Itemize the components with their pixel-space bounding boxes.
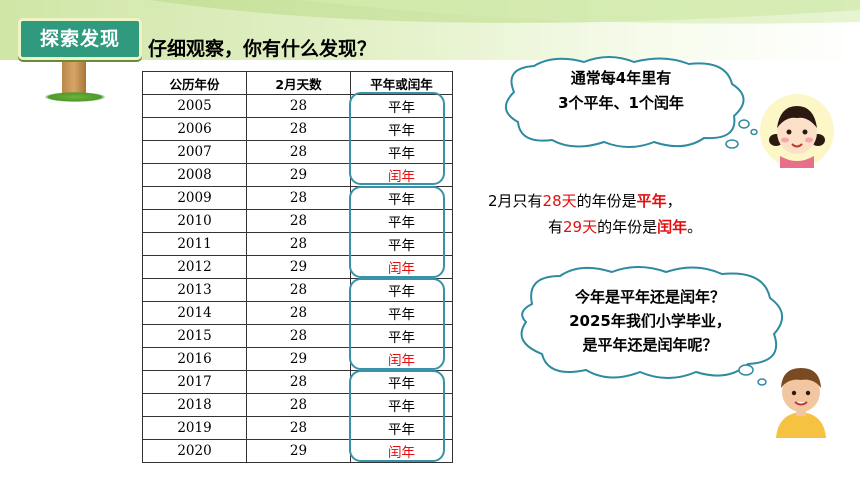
grass-decoration — [44, 92, 106, 102]
leaf-decoration — [150, 0, 860, 24]
year-cell: 2017 — [142, 370, 247, 394]
year-cell: 2010 — [142, 209, 247, 233]
year-cell: 2011 — [142, 232, 247, 256]
bubble-bottom-line3: 是平年还是闰年呢？ — [582, 336, 718, 354]
four-year-group-ring — [349, 92, 445, 185]
bubble-bottom-text: 今年是平年还是闰年？ 2025年我们小学毕业， 是平年还是闰年呢？ — [530, 285, 770, 357]
rule-text: 2月只有 — [488, 192, 543, 210]
year-cell: 2009 — [142, 186, 247, 210]
table-row: 2005 28 平年 — [142, 94, 453, 118]
year-cell: 2018 — [142, 393, 247, 417]
year-table: 公历年份 2月天数 平年或闰年 2005 28 平年 2006 28 平年 2007 28… — [142, 71, 453, 463]
year-cell: 2015 — [142, 324, 247, 348]
four-year-group-ring — [349, 370, 445, 462]
table-header-row: 公历年份 2月天数 平年或闰年 — [142, 71, 453, 95]
type-cell: 平年 — [350, 140, 453, 164]
bubble-top-line2: 3个平年、1个闰年 — [558, 94, 684, 112]
table-row: 2018 28 平年 — [142, 393, 453, 417]
thought-dots — [738, 364, 767, 386]
type-cell: 平年 — [350, 94, 453, 118]
type-cell: 平年 — [350, 416, 453, 440]
boy-avatar — [776, 368, 826, 438]
page-heading: 仔细观察，你有什么发现？ — [148, 38, 377, 60]
rule-days-29: 29天 — [563, 218, 598, 236]
header-feb-days: 2月天数 — [246, 71, 351, 95]
year-cell: 2020 — [142, 439, 247, 463]
type-cell: 平年 — [350, 393, 453, 417]
year-cell: 2007 — [142, 140, 247, 164]
days-cell: 29 — [246, 255, 351, 279]
header-band — [0, 0, 860, 60]
header-year: 公历年份 — [142, 71, 247, 95]
section-badge: 探索发现 — [18, 18, 142, 60]
year-cell: 2008 — [142, 163, 247, 187]
days-cell: 28 — [246, 301, 351, 325]
year-cell: 2005 — [142, 94, 247, 118]
year-cell: 2013 — [142, 278, 247, 302]
days-cell: 28 — [246, 94, 351, 118]
rule-punct: 。 — [687, 218, 703, 236]
rule-line-2: 有29天的年份是闰年。 — [548, 216, 702, 237]
days-cell: 29 — [246, 163, 351, 187]
table-row: 2006 28 平年 — [142, 117, 453, 141]
days-cell: 28 — [246, 370, 351, 394]
rule-text: 有 — [548, 218, 564, 236]
rule-days-28: 28天 — [542, 192, 577, 210]
table-row: 2017 28 平年 — [142, 370, 453, 394]
rule-text: 的年份是 — [597, 218, 658, 236]
rule-leap-year: 闰年 — [657, 218, 688, 236]
year-cell: 2006 — [142, 117, 247, 141]
table-row: 2009 28 平年 — [142, 186, 453, 210]
thought-bubble-top — [505, 56, 745, 149]
four-year-group-ring — [349, 186, 445, 278]
rule-punct: ， — [666, 192, 682, 210]
bubble-bottom-line2: 2025年我们小学毕业， — [569, 312, 731, 330]
bubble-top-line1: 通常每4年里有 — [570, 69, 672, 87]
year-cell: 2016 — [142, 347, 247, 371]
days-cell: 28 — [246, 186, 351, 210]
year-cell: 2019 — [142, 416, 247, 440]
rule-common-year: 平年 — [636, 192, 667, 210]
days-cell: 29 — [246, 347, 351, 371]
type-cell: 平年 — [350, 117, 453, 141]
type-cell: 平年 — [350, 209, 453, 233]
type-cell: 平年 — [350, 301, 453, 325]
days-cell: 28 — [246, 117, 351, 141]
year-cell: 2014 — [142, 301, 247, 325]
days-cell: 28 — [246, 278, 351, 302]
girl-avatar — [760, 94, 834, 168]
days-cell: 28 — [246, 416, 351, 440]
table-row: 2007 28 平年 — [142, 140, 453, 164]
thought-bubble-bottom — [520, 266, 783, 379]
year-cell: 2012 — [142, 255, 247, 279]
rule-line-1: 2月只有28天的年份是平年， — [488, 190, 682, 211]
bubble-bottom-line1: 今年是平年还是闰年？ — [574, 288, 725, 306]
days-cell: 28 — [246, 393, 351, 417]
thought-dots — [738, 119, 758, 136]
days-cell: 28 — [246, 140, 351, 164]
bubble-top-text: 通常每4年里有 3个平年、1个闰年 — [516, 66, 726, 116]
days-cell: 28 — [246, 324, 351, 348]
rule-text: 的年份是 — [576, 192, 637, 210]
days-cell: 28 — [246, 232, 351, 256]
four-year-group-ring — [349, 278, 445, 370]
days-cell: 29 — [246, 439, 351, 463]
table-row: 2010 28 平年 — [142, 209, 453, 233]
days-cell: 28 — [246, 209, 351, 233]
